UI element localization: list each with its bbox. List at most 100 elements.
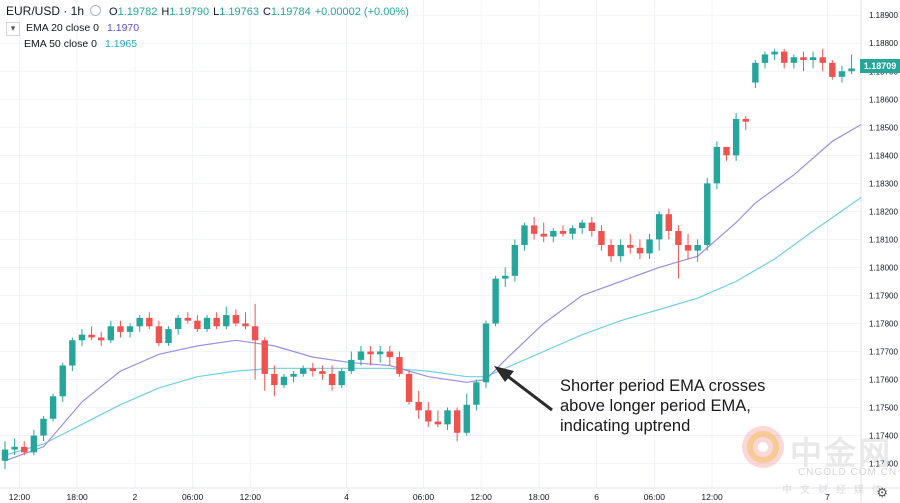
candle-body: [396, 357, 403, 374]
price-tick-label: 1.17600: [869, 376, 898, 385]
candle-body: [713, 146, 721, 184]
candle-body: [78, 334, 86, 341]
time-tick-label: 06:00: [182, 492, 204, 502]
candle-body: [290, 373, 297, 377]
candle-body: [502, 275, 509, 279]
candle-body: [771, 51, 778, 55]
candle-body: [348, 359, 355, 372]
candle-body: [704, 183, 711, 245]
candle-body: [829, 62, 836, 77]
candle-body: [174, 317, 182, 330]
time-tick-label: 06:00: [413, 492, 435, 502]
price-tick-label: 1.18300: [869, 179, 898, 188]
candle-body: [49, 396, 57, 419]
candle-body: [617, 245, 624, 257]
time-tick-label: 4: [344, 492, 349, 502]
candle-body: [117, 326, 124, 332]
indicator-ema20[interactable]: ▾ EMA 20 close 0 1.1970: [6, 22, 139, 36]
candle-body: [40, 418, 47, 436]
price-tick-label: 1.18000: [869, 263, 898, 272]
candle-body: [598, 230, 605, 245]
candle-body: [809, 57, 817, 61]
candle-body: [694, 245, 701, 251]
candle-body: [280, 376, 288, 386]
price-tick-label: 1.18400: [869, 151, 898, 160]
watermark-wordmark: 中金网: [790, 435, 893, 471]
candle-body: [300, 368, 307, 374]
candle-body: [723, 146, 730, 156]
candle-body: [136, 317, 143, 327]
last-price-tag: 1.18709: [860, 59, 900, 73]
candle-body: [684, 245, 692, 251]
candle-body: [126, 326, 134, 332]
candle-body: [107, 326, 115, 341]
time-tick-label: 12:00: [240, 492, 262, 502]
status-dot-icon: [90, 5, 102, 16]
ema50-line: [4, 196, 862, 456]
price-tick-label: 1.17700: [869, 347, 898, 356]
price-tick-label: 1.18500: [869, 123, 898, 132]
indicator-ema50[interactable]: EMA 50 close 0 1.1965: [24, 38, 137, 50]
candle-body: [146, 317, 153, 327]
time-tick-label: 7: [825, 492, 830, 502]
candle-body: [473, 382, 480, 405]
candle-body: [588, 222, 596, 231]
watermark-domain: CNGOLD.COM.CN: [798, 467, 898, 478]
candle-body: [761, 54, 769, 63]
symbol-title[interactable]: EUR/USD · 1h: [6, 4, 85, 18]
candle-body: [800, 57, 807, 61]
candle-body: [675, 230, 682, 245]
candle-body: [848, 68, 855, 72]
candle-body: [492, 278, 499, 324]
candle-body: [338, 371, 345, 386]
price-axis: 1.17300 1.17400 1.17500 1.17600 1.17700 1.178…: [869, 11, 898, 468]
indicator-value: 1.1970: [106, 22, 140, 34]
candle-body: [165, 329, 172, 344]
time-tick-label: 6: [594, 492, 599, 502]
candle-body: [1, 449, 9, 461]
candle-body: [232, 315, 240, 324]
price-tick-label: 1.17900: [869, 291, 898, 300]
candle-body: [790, 57, 798, 63]
price-tick-label: 1.18800: [869, 39, 898, 48]
candle-body: [309, 368, 317, 372]
candle-body: [732, 118, 740, 156]
candle-body: [819, 57, 826, 63]
annotation-text: Shorter period EMA crosses above longer …: [560, 377, 766, 435]
price-tick-label: 1.17400: [869, 432, 898, 441]
price-tick-label: 1.18200: [869, 207, 898, 216]
candle-body: [530, 225, 538, 234]
candle-body: [636, 247, 644, 254]
gear-icon[interactable]: ⚙: [876, 485, 888, 500]
candle-body: [463, 404, 470, 433]
candle-body: [98, 337, 105, 341]
candle-body: [88, 334, 95, 338]
candle-body: [569, 228, 576, 234]
candle-body: [223, 315, 230, 327]
candle-body: [21, 446, 28, 453]
candle-body: [425, 410, 432, 422]
candle-body: [184, 317, 191, 321]
candle-body: [261, 340, 268, 374]
price-tick-label: 1.18900: [869, 11, 898, 20]
candle-body: [540, 233, 547, 237]
candle-body: [838, 71, 846, 77]
price-tick-label: 1.17800: [869, 319, 898, 328]
candle-body: [251, 326, 259, 341]
candle-body: [453, 410, 461, 433]
chevron-down-icon[interactable]: ▾: [6, 22, 20, 36]
time-tick-label: 06:00: [644, 492, 666, 502]
candle-body: [781, 51, 788, 63]
candle-body: [59, 365, 66, 397]
time-tick-label: 2: [133, 492, 138, 502]
candle-body: [415, 401, 422, 411]
indicator-label: EMA 20 close 0: [26, 22, 99, 34]
price-tick-label: 1.18100: [869, 235, 898, 244]
candle-body: [376, 351, 384, 355]
candle-body: [742, 118, 749, 122]
candle-body: [511, 245, 519, 276]
indicator-label: EMA 50 close 0: [24, 38, 97, 50]
watermark-logo-icon: [742, 426, 784, 468]
time-tick-label: 12:00: [9, 492, 31, 502]
